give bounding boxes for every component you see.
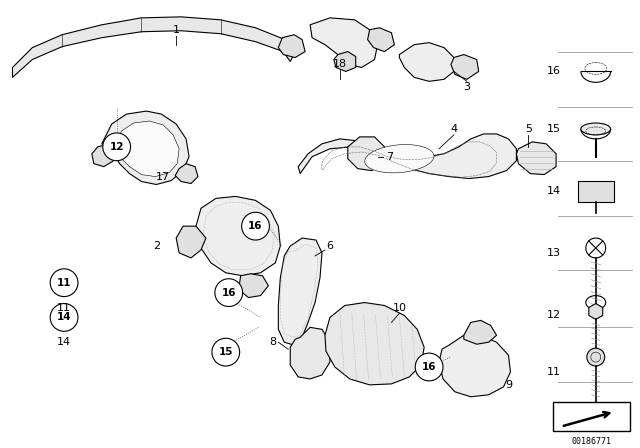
Polygon shape	[439, 335, 511, 397]
Text: 18: 18	[333, 60, 347, 69]
Polygon shape	[239, 274, 268, 297]
FancyBboxPatch shape	[553, 402, 630, 431]
Circle shape	[50, 304, 78, 332]
Polygon shape	[13, 17, 295, 78]
Text: 16: 16	[422, 362, 436, 372]
Text: 6: 6	[326, 241, 333, 251]
Text: 3: 3	[463, 82, 470, 92]
Text: 14: 14	[57, 337, 71, 347]
Text: 4: 4	[451, 124, 458, 134]
Circle shape	[415, 353, 443, 381]
Text: 15: 15	[218, 347, 233, 357]
Text: 7: 7	[386, 152, 393, 162]
Text: 9: 9	[505, 380, 512, 390]
Text: 16: 16	[547, 66, 561, 77]
Text: 8: 8	[269, 337, 276, 347]
Polygon shape	[334, 52, 356, 71]
Circle shape	[587, 348, 605, 366]
Text: 1: 1	[173, 25, 180, 35]
Polygon shape	[176, 226, 206, 258]
Polygon shape	[451, 55, 479, 79]
Text: 17: 17	[156, 172, 170, 181]
Circle shape	[212, 338, 239, 366]
Text: 14: 14	[57, 312, 72, 323]
Polygon shape	[516, 142, 556, 175]
Text: 12: 12	[109, 142, 124, 152]
Ellipse shape	[365, 145, 434, 173]
Polygon shape	[325, 302, 424, 385]
Text: 14: 14	[547, 186, 561, 196]
Text: 15: 15	[547, 124, 561, 134]
Polygon shape	[278, 238, 322, 345]
Text: 10: 10	[392, 302, 406, 313]
Polygon shape	[348, 137, 385, 171]
Text: 12: 12	[547, 310, 561, 320]
Text: 11: 11	[57, 302, 71, 313]
Text: 13: 13	[547, 248, 561, 258]
Text: 11: 11	[547, 367, 561, 377]
Polygon shape	[278, 34, 305, 57]
Polygon shape	[298, 134, 516, 179]
FancyBboxPatch shape	[578, 181, 614, 202]
Polygon shape	[367, 28, 394, 52]
Polygon shape	[114, 121, 179, 177]
Polygon shape	[589, 304, 603, 319]
Text: 16: 16	[221, 288, 236, 297]
Circle shape	[215, 279, 243, 306]
Text: 16: 16	[248, 221, 263, 231]
Circle shape	[50, 269, 78, 297]
Polygon shape	[310, 18, 378, 68]
Polygon shape	[291, 327, 330, 379]
Circle shape	[103, 133, 131, 161]
Polygon shape	[92, 144, 116, 167]
Text: 2: 2	[153, 241, 160, 251]
Polygon shape	[464, 320, 497, 344]
Text: 11: 11	[57, 278, 71, 288]
Ellipse shape	[581, 123, 611, 135]
Circle shape	[242, 212, 269, 240]
Polygon shape	[196, 196, 280, 276]
Polygon shape	[102, 111, 189, 185]
Polygon shape	[175, 164, 198, 184]
Text: 00186771: 00186771	[572, 437, 612, 447]
Text: 5: 5	[525, 124, 532, 134]
Polygon shape	[399, 43, 454, 82]
